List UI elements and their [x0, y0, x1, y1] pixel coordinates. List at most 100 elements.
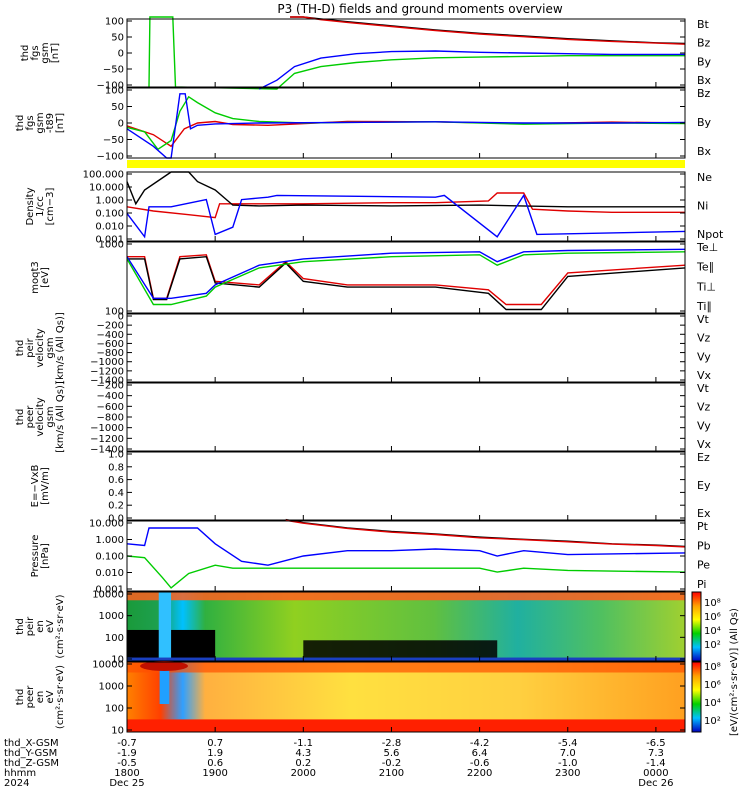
orbit-label-value: 1900: [202, 768, 227, 779]
peir_vel-legend-Vt: Vt: [697, 313, 710, 326]
density-ytick-label: 0.001: [95, 235, 124, 246]
density-frame: [126, 171, 686, 242]
panel-density: 100.000 10.000 1.000 0.100 0.010 0.001 Density…: [25, 170, 724, 246]
fgs-frame: [126, 18, 686, 88]
colorbar-tick-upper: 10⁶: [704, 612, 721, 623]
efield-ytick-label: 1.0: [108, 450, 124, 461]
fgs_dtrnd-ylabel-line: gsm: [35, 112, 46, 133]
fgs_dtrnd-ylabel-line: fgs: [25, 115, 36, 130]
peir_vel-ytick-label: −1400: [90, 376, 124, 387]
fgs_dtrnd-series-Bx: [126, 93, 686, 159]
temps-series-Te⊥: [127, 254, 686, 306]
orbit-label-name: thd_Z-GSM: [4, 758, 59, 769]
data-quality-strip: [127, 160, 685, 168]
efield-frame: [126, 451, 686, 521]
peer_vel-ytick-label: −400: [97, 391, 124, 402]
orbit-label-value: 1800: [114, 768, 139, 779]
peir_vel-ylabel-line: velocity: [35, 328, 46, 367]
orbit-label-value: Dec 26: [638, 778, 673, 789]
fgs-ytick-label: −50: [103, 65, 124, 76]
density-ytick-label: 0.010: [95, 222, 124, 233]
pressure-legend-Pt: Pt: [697, 520, 709, 533]
temps-ytick-label: 1000: [99, 240, 124, 251]
pressure-ytick-label: 0.100: [95, 552, 124, 563]
peer_eflux-ytick-label: 10000: [92, 660, 124, 671]
orbit-label-value: 2000: [291, 768, 316, 779]
peer-top-blob: [140, 661, 189, 671]
density-ytick-label: 0.100: [95, 209, 124, 220]
peir_eflux-ytick-label: 1000: [99, 611, 124, 622]
orbit-label-name: thd_X-GSM: [4, 738, 59, 749]
peir_eflux-ylabel: thd peir en eV (cm²·s·sr·eV): [15, 594, 66, 658]
peer_eflux-ylabel-line: en: [35, 691, 46, 704]
orbit-label-value: 0.6: [207, 758, 223, 769]
pressure-ylabel-line: [nPa]: [40, 543, 51, 569]
peer_eflux-ylabel-line: eV: [45, 690, 56, 703]
efield-ylabel-line: E=−VxB: [30, 465, 41, 508]
peir_eflux-ylabel-line: eV: [45, 620, 56, 633]
peer_vel-legend-Vy: Vy: [697, 419, 711, 432]
orbit-label-value: -0.6: [470, 758, 490, 769]
colorbar-label: [eV/(cm²·s·sr·eV)] (All Qs): [729, 608, 740, 736]
panel-peir_eflux: 10000 1000 100 10 thd peir en eV (cm²·s·sr·eV): [15, 590, 686, 666]
peir_vel-ylabel-line: gsm: [45, 337, 56, 358]
pressure-series-Pi: [126, 527, 686, 566]
orbit-label-value: -0.2: [382, 758, 402, 769]
density-ytick-label: 100.000: [83, 170, 124, 181]
peer_vel-ylabel-line: thd: [15, 409, 26, 426]
density-series-Ni: [126, 171, 685, 208]
density-series-Npot: [126, 193, 686, 239]
colorbar-tick-lower: 10⁸: [704, 662, 721, 673]
orbit-label-value: 5.6: [384, 748, 400, 759]
peer_vel-legend-Vt: Vt: [697, 382, 710, 395]
fgs_dtrnd-ylabel-line: -t89: [45, 113, 56, 133]
orbit-label-value: 7.3: [648, 748, 664, 759]
orbit-label-value: -0.5: [117, 758, 137, 769]
colorbar-lower: [691, 661, 702, 733]
orbit-label-value: 2100: [379, 768, 404, 779]
peer_vel-ylabel-line: velocity: [35, 397, 46, 436]
fgs-legend-Bz: Bz: [697, 37, 711, 50]
density-ytick-label: 10.000: [89, 183, 124, 194]
fgs_dtrnd-ytick-label: −100: [97, 152, 124, 163]
pressure-ytick-label: 10.000: [89, 519, 124, 530]
peer_vel-ytick-label: −1200: [90, 434, 124, 445]
orbit-label-value: -6.5: [646, 738, 666, 749]
peir_vel-ylabel-line: thd: [15, 340, 26, 357]
temps-series-Ti∥: [126, 251, 686, 306]
peer_eflux-ylabel: thd peer en eV (cm²·s·sr·eV): [15, 665, 66, 729]
peer-gap-band: [159, 665, 170, 704]
fgs_dtrnd-ytick-label: 50: [111, 102, 124, 113]
peer_eflux-ytick-label: 1000: [99, 682, 124, 693]
peer_vel-legend-Vz: Vz: [697, 401, 711, 414]
fgs-ylabel: thd fgs gsm [nT]: [20, 42, 61, 63]
fgs-ytick-label: 50: [111, 33, 124, 44]
peer_vel-ytick-label: −600: [97, 402, 124, 413]
peir_vel-ytick-label: 0: [118, 312, 124, 323]
temps-series-Ti⊥: [126, 248, 686, 299]
peer_vel-ytick-label: −1000: [90, 423, 124, 434]
peer_vel-frame: [126, 382, 686, 452]
orbit-label-value: 0.7: [207, 738, 223, 749]
fgs_dtrnd-ylabel-line: thd: [15, 115, 26, 132]
fgs-legend-Bx: Bx: [697, 74, 712, 87]
panel-efield: 1.00.8 0.6 0.4 0.2 0.0 E=−VxB [mV/m] Ez Ey Ex: [30, 450, 711, 525]
panel-fgs: 100 50 0 −50 −100 thd fgs gsm [nT] Bt Bz By Bx: [20, 16, 712, 92]
peer_eflux-frame: [126, 661, 686, 733]
orbit-label-value: -1.9: [117, 748, 137, 759]
temps-frame: [126, 241, 686, 314]
pressure-ytick-label: 0.001: [95, 585, 124, 596]
pressure-legend-Pi: Pi: [697, 578, 706, 591]
density-ylabel-line: 1/cc: [35, 196, 46, 217]
efield-legend-Ey: Ey: [697, 479, 711, 492]
density-legend-Ni: Ni: [697, 200, 708, 213]
fgs-ylabel-line: [nT]: [50, 43, 61, 63]
orbit-label-name: thd_Y-GSM: [4, 748, 57, 759]
orbit-label-name: 2024: [4, 778, 29, 789]
peir_vel-frame: [126, 313, 686, 383]
orbit-label-value: -0.7: [117, 738, 137, 749]
fgs-ytick-label: −100: [97, 81, 124, 92]
temps-ylabel-line: moqt3: [30, 261, 41, 294]
temps-legend-Ti∥: Ti∥: [696, 300, 712, 313]
colorbar-tick-lower: 10²: [704, 716, 721, 727]
